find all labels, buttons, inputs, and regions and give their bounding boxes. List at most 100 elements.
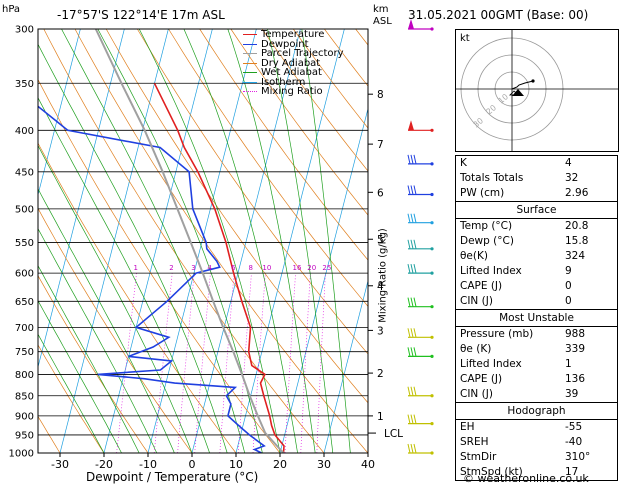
mixing-ratio-line xyxy=(219,273,235,453)
wind-barb-flag xyxy=(407,443,411,454)
series-temperature-line xyxy=(153,82,285,453)
hodograph-params-section: Hodograph EH -55 SREH -40 StmDir 310° StmSp… xyxy=(456,402,617,480)
pressure-tick-label: 600 xyxy=(15,269,34,280)
wind-barb-flag xyxy=(410,154,414,164)
pressure-tick-label: 500 xyxy=(15,204,34,215)
dry-adiabat-line xyxy=(38,344,105,453)
datetime-title: 31.05.2021 00GMT (Base: 00) xyxy=(408,8,589,22)
mixing-ratio-label: 16 xyxy=(293,264,302,272)
chart-legend: Temperature Dewpoint Parcel Trajectory D… xyxy=(243,30,344,97)
mixing-ratio-label: 8 xyxy=(249,264,253,272)
pressure-tick-label: 550 xyxy=(15,238,34,249)
wind-barb-dot xyxy=(430,354,434,358)
mixing-ratio-line xyxy=(316,273,326,453)
km-tick-label: 6 xyxy=(377,187,384,199)
pressure-tick-label: 300 xyxy=(15,25,34,36)
wind-barb-dot xyxy=(430,27,434,31)
hodograph: kt 10 20 30 xyxy=(455,29,619,152)
wind-barb-dot xyxy=(430,422,434,426)
wind-barbs xyxy=(407,19,434,455)
chart-axes: 1 2 3 4 6 8 10 16 20 2530035040045050055060065070… xyxy=(9,25,404,472)
wind-barb-flag xyxy=(407,213,411,223)
surface-row: Temp (°C) 20.8 xyxy=(460,220,589,232)
pressure-tick-label: 800 xyxy=(15,370,34,381)
location-title: -17°57'S 122°14'E 17m ASL xyxy=(57,8,225,22)
wind-barb-flag xyxy=(407,263,411,274)
km-tick-label: 7 xyxy=(377,139,384,151)
surface-row: CAPE (J) 0 xyxy=(460,280,572,292)
dry-adiabat-line xyxy=(230,29,368,216)
isotherm-line xyxy=(38,29,81,197)
wind-barb-flag xyxy=(407,185,411,195)
km-unit-label: km xyxy=(373,4,389,15)
wind-barb-flag xyxy=(410,263,414,274)
wind-barb-flag xyxy=(410,185,414,195)
mixing-ratio-label: 10 xyxy=(262,264,271,272)
lcl-label: LCL xyxy=(384,428,403,440)
most-unstable-row: CAPE (J) 136 xyxy=(460,373,586,385)
hodograph-params-row: EH -55 xyxy=(460,421,583,433)
x-tick-label: 0 xyxy=(189,458,196,471)
wind-barb-pennant xyxy=(408,19,414,29)
surface-row: CIN (J) 0 xyxy=(460,295,572,307)
storm-motion-marker xyxy=(512,89,524,96)
legend-item: Dewpoint xyxy=(243,39,344,49)
wind-barb-flag xyxy=(410,239,414,249)
wind-barb-flag xyxy=(413,386,417,396)
wind-barb-dot xyxy=(430,192,434,197)
wet-adiabat-line xyxy=(38,43,228,453)
wind-barb-flag xyxy=(413,154,417,164)
mixing-ratio-line xyxy=(116,273,137,453)
surface-section: Surface Temp (°C) 20.8 Dewp (°C) 15.8 θe(K… xyxy=(456,201,617,309)
wind-barb-dot xyxy=(430,162,434,166)
wind-barb-flag xyxy=(410,443,414,454)
series-parcel-trajectory-line xyxy=(94,29,285,453)
isotherm-line xyxy=(235,29,345,453)
wind-barb-flag xyxy=(413,239,417,249)
hodograph-params-row: StmSpd (kt) 17 xyxy=(460,466,579,478)
wind-barb-dot xyxy=(430,394,434,398)
wind-barb-dot xyxy=(430,247,434,251)
mixing-ratio-label: 3 xyxy=(191,264,195,272)
wind-barb-flag xyxy=(407,239,411,249)
most-unstable-title: Most Unstable xyxy=(456,310,617,327)
km-tick-label: 1 xyxy=(377,411,384,423)
most-unstable-row: Pressure (mb) 988 xyxy=(460,328,586,340)
wind-barb-flag xyxy=(413,443,417,454)
wind-barb-dot xyxy=(430,128,434,132)
wind-barb-flag xyxy=(413,347,417,357)
index-row-tt: Totals Totals 32 xyxy=(460,172,579,184)
km-tick-label: 2 xyxy=(377,368,384,380)
wind-barb-flag xyxy=(410,347,414,357)
mixing-ratio-label: 1 xyxy=(134,264,138,272)
x-axis-label: Dewpoint / Temperature (°C) xyxy=(86,470,259,484)
dry-adiabat-line xyxy=(38,142,237,453)
wind-barb-flag xyxy=(407,154,411,164)
legend-item: Dry Adiabat xyxy=(243,58,344,68)
legend-item: Mixing Ratio xyxy=(243,87,344,97)
wind-barb-dot xyxy=(430,335,434,339)
isotherm-line xyxy=(103,29,213,453)
hodograph-params-title: Hodograph xyxy=(456,403,617,420)
chart-series xyxy=(38,29,285,453)
wind-barb-flag xyxy=(413,297,417,307)
isotherm-line xyxy=(323,279,368,453)
most-unstable-row: CIN (J) 39 xyxy=(460,388,579,400)
x-tick-label: -20 xyxy=(95,458,113,471)
most-unstable-row: θe (K) 339 xyxy=(460,343,586,355)
storm-motion-marker xyxy=(509,90,519,96)
wind-barb-flag xyxy=(413,263,417,274)
x-tick-label: -10 xyxy=(139,458,157,471)
wind-barb-flag xyxy=(407,328,411,338)
surface-row: Dewp (°C) 15.8 xyxy=(460,235,589,247)
isotherm-line xyxy=(147,29,257,453)
wind-barb-flag xyxy=(413,328,417,338)
hodograph-trace xyxy=(511,80,534,90)
mixing-ratio-label: 2 xyxy=(169,264,173,272)
wet-adiabat-line xyxy=(61,29,246,453)
pressure-tick-label: 650 xyxy=(15,297,34,308)
x-tick-label: -30 xyxy=(51,458,69,471)
pressure-tick-label: 400 xyxy=(15,126,34,137)
